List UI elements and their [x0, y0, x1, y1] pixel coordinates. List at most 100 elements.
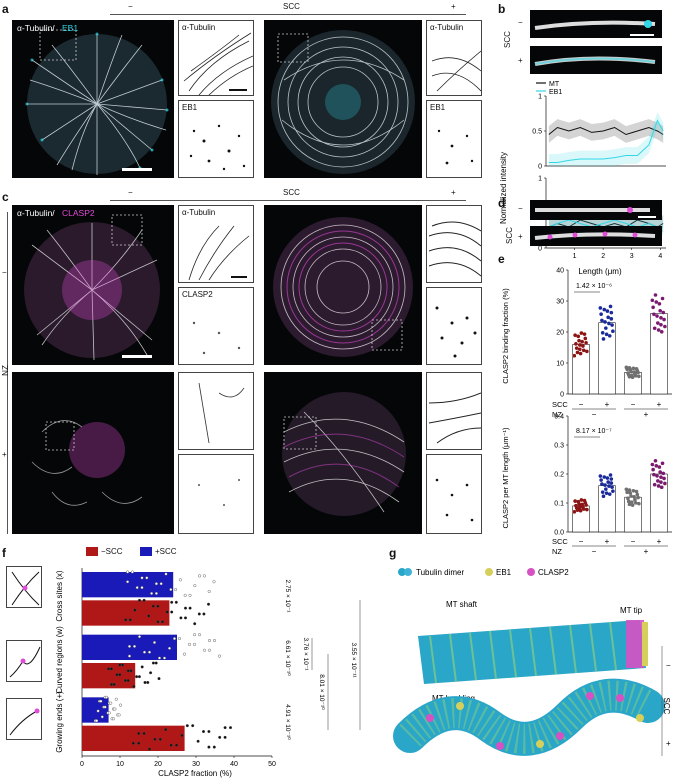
- nz-plus-label: +: [2, 450, 7, 459]
- scale-bar: [638, 216, 656, 218]
- data-point: [636, 370, 640, 375]
- f-chart-plot: 0 10 20 30 40 50: [80, 568, 276, 768]
- data-point: [573, 499, 577, 503]
- data-point: [99, 699, 103, 703]
- c-scc-header-line: [110, 200, 466, 201]
- f-category-curved: Curved regions (w): [55, 626, 64, 694]
- scc-sign: +: [657, 400, 662, 409]
- scc-header: SCC: [283, 2, 300, 11]
- inset-label: CLASP2: [182, 290, 213, 299]
- data-point: [658, 308, 662, 313]
- data-point: [147, 614, 151, 618]
- mt-strip-image: [534, 20, 656, 30]
- data-point: [193, 622, 197, 626]
- nz-sign: +: [644, 410, 649, 419]
- data-point: [126, 570, 130, 574]
- f-pvalue-curved: 6.61 × 10⁻¹⁰: [284, 640, 292, 676]
- f-pvalue-bracket-1: 3.76 × 10⁻¹: [302, 638, 309, 672]
- data-point: [580, 339, 584, 344]
- data-point: [188, 606, 192, 610]
- x-tick-label: 30: [192, 761, 200, 768]
- bar-minus: [82, 663, 136, 689]
- data-point: [137, 731, 141, 735]
- data-point: [637, 374, 641, 379]
- data-point: [573, 333, 577, 338]
- data-point: [659, 475, 663, 479]
- y-tick-label: 0: [560, 392, 564, 399]
- inset-image: [198, 382, 245, 444]
- data-point: [135, 675, 139, 679]
- data-point: [628, 491, 633, 495]
- scc-sign: −: [631, 400, 636, 409]
- data-point: [652, 312, 656, 317]
- data-point: [609, 317, 614, 321]
- data-point: [169, 743, 173, 747]
- data-point: [633, 501, 638, 505]
- scc-sign: −: [631, 537, 636, 546]
- data-point: [114, 697, 118, 701]
- data-point: [212, 580, 216, 584]
- g-scc-label: SCC: [662, 698, 671, 715]
- data-point: [113, 707, 117, 711]
- data-point: [201, 730, 205, 734]
- data-point: [577, 338, 581, 343]
- sparse-microtubule-image: [31, 420, 143, 506]
- data-point: [578, 347, 582, 352]
- bar-plus: [82, 572, 174, 598]
- series-line-mt: [548, 126, 664, 136]
- data-point: [107, 667, 111, 671]
- x-tick-label: 40: [230, 761, 238, 768]
- data-point: [582, 332, 587, 336]
- data-point: [652, 472, 656, 477]
- tubulin-dimer-icon: [404, 568, 412, 576]
- legend-mt: MT: [549, 81, 560, 88]
- data-point: [223, 735, 227, 739]
- data-point: [202, 648, 206, 652]
- data-point: [629, 369, 633, 374]
- data-point: [207, 730, 211, 734]
- data-point: [609, 477, 614, 481]
- inset-image: [428, 392, 481, 444]
- eb1-plus-scc-image: [264, 20, 422, 178]
- data-point: [656, 328, 661, 332]
- scc-sign: −: [579, 400, 584, 409]
- e-bottom-pvalue: 8.17 × 10⁻⁷: [576, 428, 612, 435]
- eb1-icon: [485, 568, 493, 576]
- data-point: [150, 591, 154, 595]
- data-point: [627, 502, 632, 507]
- clasp2-icon: [527, 568, 535, 576]
- y-tick-label: 0.2: [554, 472, 564, 479]
- main-label-clasp2: CLASP2: [62, 208, 95, 218]
- straight-microtubule: [418, 620, 648, 684]
- data-point: [581, 348, 586, 353]
- data-point: [574, 342, 578, 346]
- data-point: [137, 741, 141, 745]
- d-strip-plus: [530, 226, 662, 246]
- microtubule-ring-image: [273, 217, 413, 357]
- inset-image: [192, 321, 241, 355]
- data-point: [631, 366, 636, 371]
- inset-label: EB1: [430, 103, 446, 112]
- data-point: [581, 507, 586, 511]
- panel-c-label: c: [2, 190, 9, 204]
- data-point: [126, 580, 130, 584]
- tubulin-dimer-icon: [398, 568, 406, 576]
- legend-eb1: EB1: [496, 568, 512, 577]
- inset-tubulin-c2: [426, 205, 482, 283]
- scale-bar: [231, 276, 247, 278]
- data-point: [142, 731, 146, 735]
- inset-image: [188, 225, 250, 281]
- series-line-eb1: [548, 119, 664, 163]
- data-point: [633, 374, 638, 378]
- data-point: [661, 310, 666, 315]
- data-point: [652, 482, 657, 487]
- data-point: [143, 680, 147, 684]
- data-point: [127, 654, 131, 658]
- data-point: [202, 612, 206, 616]
- data-point: [630, 500, 634, 504]
- e-bottom-signs: − + − +− +: [572, 537, 668, 556]
- data-point: [142, 650, 146, 654]
- data-point: [183, 616, 187, 620]
- microtubule-ring-image: [271, 30, 415, 174]
- x-tick-label: 4: [658, 253, 662, 260]
